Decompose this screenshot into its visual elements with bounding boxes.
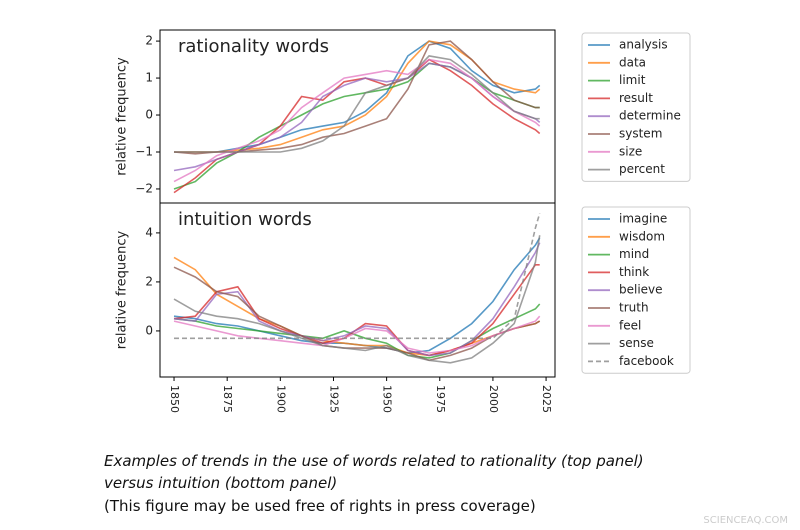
y-axis-label: relative frequency xyxy=(115,231,130,350)
y-tick-label: 0 xyxy=(145,323,153,337)
legend-label: percent xyxy=(619,162,665,176)
legend-label: wisdom xyxy=(619,229,665,243)
legend-label: imagine xyxy=(619,212,667,226)
x-tick-label: 2000 xyxy=(487,385,500,413)
series-line xyxy=(174,55,540,153)
legend-label: think xyxy=(619,265,649,279)
legend-label: size xyxy=(619,144,642,158)
caption-line: versus intuition (bottom panel) xyxy=(104,474,338,492)
legend-label: truth xyxy=(619,301,649,315)
x-tick-label: 1875 xyxy=(221,385,234,413)
legend-label: analysis xyxy=(619,38,668,52)
caption-line: Examples of trends in the use of words r… xyxy=(104,452,644,470)
plot-frame xyxy=(159,202,556,378)
y-tick-label: −1 xyxy=(135,144,153,158)
x-tick-label: 1975 xyxy=(434,385,447,413)
x-tick-label: 2025 xyxy=(540,385,553,413)
series-line xyxy=(173,264,540,357)
y-tick-label: 2 xyxy=(145,274,153,288)
x-tick-label: 1950 xyxy=(381,385,394,413)
legend-box xyxy=(581,32,691,182)
legend-label: limit xyxy=(619,73,646,87)
y-tick-label: 0 xyxy=(145,108,153,122)
legend-label: determine xyxy=(619,109,681,123)
legend-label: data xyxy=(619,55,646,69)
series-line xyxy=(173,235,541,364)
series-line xyxy=(173,62,540,190)
panel-label: intuition words xyxy=(178,209,312,230)
caption-note: (This figure may be used free of rights … xyxy=(104,497,536,515)
series-line xyxy=(173,266,541,362)
legend-label: result xyxy=(619,91,653,105)
y-tick-label: 1 xyxy=(145,71,153,85)
watermark: SCIENCEAQ.COM xyxy=(703,515,788,526)
y-tick-label: 4 xyxy=(145,225,153,239)
legend-box xyxy=(581,206,691,374)
legend-label: facebook xyxy=(619,354,674,368)
series-line xyxy=(173,303,541,359)
legend-label: system xyxy=(619,127,662,141)
x-tick-label: 1850 xyxy=(168,385,181,413)
y-tick-label: 2 xyxy=(145,34,153,48)
series-line xyxy=(174,213,541,340)
chart: −2 −1 0 1 2 rationality words relative frequen… xyxy=(115,29,691,413)
legend-label: mind xyxy=(619,247,649,261)
x-tick-label: 1925 xyxy=(327,385,340,413)
y-tick-label: −2 xyxy=(135,181,153,195)
y-axis-label: relative frequency xyxy=(115,57,130,176)
legend-label: sense xyxy=(619,336,654,350)
series-line xyxy=(173,315,541,354)
series-line xyxy=(173,242,541,357)
legend-label: believe xyxy=(619,283,663,297)
series-line xyxy=(173,58,541,183)
x-tick-label: 1900 xyxy=(274,385,287,413)
panel-label: rationality words xyxy=(178,36,329,57)
legend-label: feel xyxy=(619,318,641,332)
